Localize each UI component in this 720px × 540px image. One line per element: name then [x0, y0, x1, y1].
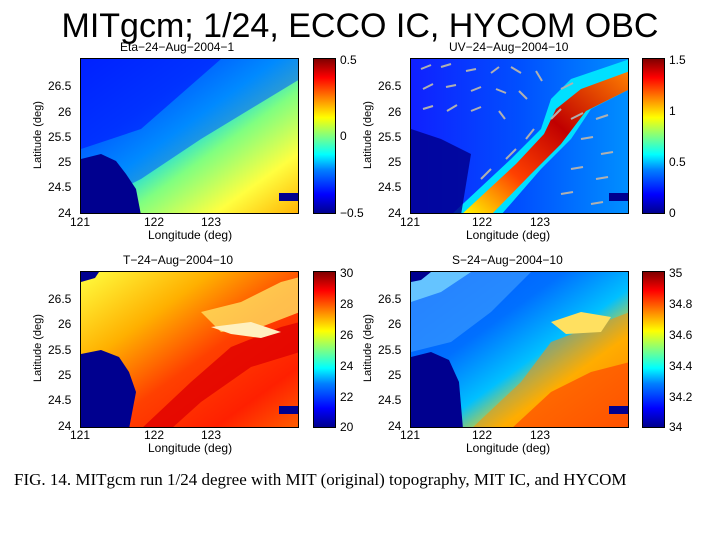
- panel-title: S−24−Aug−2004−10: [452, 253, 563, 267]
- y-tick: 24: [58, 206, 72, 220]
- uv-colorbar: [642, 58, 665, 214]
- y-tick: 24: [388, 419, 402, 433]
- x-axis-label: Longitude (deg): [148, 228, 233, 242]
- y-tick: 25.5: [48, 343, 72, 357]
- colorbar-tick: 1.5: [669, 53, 686, 67]
- colorbar-tick: 34.2: [669, 390, 693, 404]
- colorbar-tick: 34: [669, 420, 683, 434]
- x-tick: 123: [201, 215, 222, 229]
- y-tick: 26.5: [48, 292, 72, 306]
- colorbar-tick: 0.5: [340, 53, 357, 67]
- y-tick: 26.5: [378, 292, 402, 306]
- figure-caption: FIG. 14. MITgcm run 1/24 degree with MIT…: [14, 470, 627, 489]
- y-tick: 26.5: [48, 79, 72, 93]
- y-axis-label: Latitude (deg): [362, 101, 374, 169]
- colorbar-tick: 35: [669, 266, 683, 280]
- salinity-colorbar: [642, 271, 665, 428]
- x-tick: 122: [144, 428, 165, 442]
- y-tick: 25: [388, 155, 402, 169]
- panel-title: Eta−24−Aug−2004−1: [120, 40, 235, 54]
- y-tick: 26: [58, 317, 72, 331]
- colorbar-tick: 34.6: [669, 328, 693, 342]
- x-tick: 122: [472, 215, 493, 229]
- temperature-map: [80, 271, 299, 428]
- colorbar-tick: 34.8: [669, 297, 693, 311]
- x-axis-label: Longitude (deg): [466, 441, 551, 455]
- y-axis-label: Latitude (deg): [32, 101, 44, 169]
- eta-map: [80, 58, 299, 214]
- colorbar-tick: 22: [340, 390, 354, 404]
- colorbar-tick: 0.5: [669, 155, 686, 169]
- y-tick: 24: [58, 419, 72, 433]
- x-tick: 122: [144, 215, 165, 229]
- colorbar-tick: −0.5: [340, 206, 364, 220]
- x-axis-label: Longitude (deg): [148, 441, 233, 455]
- y-tick: 24.5: [378, 180, 402, 194]
- x-tick: 121: [70, 428, 91, 442]
- uv-map: [410, 58, 629, 214]
- y-axis-label: Latitude (deg): [362, 314, 374, 382]
- y-tick: 25.5: [378, 130, 402, 144]
- x-tick: 123: [530, 215, 551, 229]
- y-tick: 25.5: [48, 130, 72, 144]
- y-tick: 25.5: [378, 343, 402, 357]
- y-tick: 24.5: [48, 393, 72, 407]
- x-axis-label: Longitude (deg): [466, 228, 551, 242]
- colorbar-tick: 20: [340, 420, 354, 434]
- y-tick: 25: [388, 368, 402, 382]
- x-tick: 122: [472, 428, 493, 442]
- colorbar-tick: 30: [340, 266, 354, 280]
- panel-title: UV−24−Aug−2004−10: [449, 40, 569, 54]
- colorbar-tick: 24: [340, 359, 354, 373]
- temperature-colorbar: [313, 271, 336, 428]
- x-tick: 121: [400, 215, 421, 229]
- y-tick: 26: [388, 105, 402, 119]
- colorbar-tick: 28: [340, 297, 354, 311]
- x-tick: 123: [530, 428, 551, 442]
- colorbar-tick: 26: [340, 328, 354, 342]
- y-tick: 24: [388, 206, 402, 220]
- x-tick: 121: [70, 215, 91, 229]
- y-tick: 25: [58, 368, 72, 382]
- colorbar-tick: 0: [669, 206, 676, 220]
- y-tick: 26.5: [378, 79, 402, 93]
- colorbar-tick: 1: [669, 104, 676, 118]
- colorbar-tick: 0: [340, 129, 347, 143]
- x-tick: 121: [400, 428, 421, 442]
- slide-title: MITgcm; 1/24, ECCO IC, HYCOM OBC: [61, 7, 659, 45]
- y-tick: 24.5: [48, 180, 72, 194]
- salinity-map: [410, 271, 629, 428]
- x-tick: 123: [201, 428, 222, 442]
- y-tick: 25: [58, 155, 72, 169]
- y-tick: 24.5: [378, 393, 402, 407]
- y-axis-label: Latitude (deg): [32, 314, 44, 382]
- colorbar-tick: 34.4: [669, 359, 693, 373]
- eta-colorbar: [313, 58, 336, 214]
- y-tick: 26: [58, 105, 72, 119]
- panel-title: T−24−Aug−2004−10: [123, 253, 234, 267]
- y-tick: 26: [388, 317, 402, 331]
